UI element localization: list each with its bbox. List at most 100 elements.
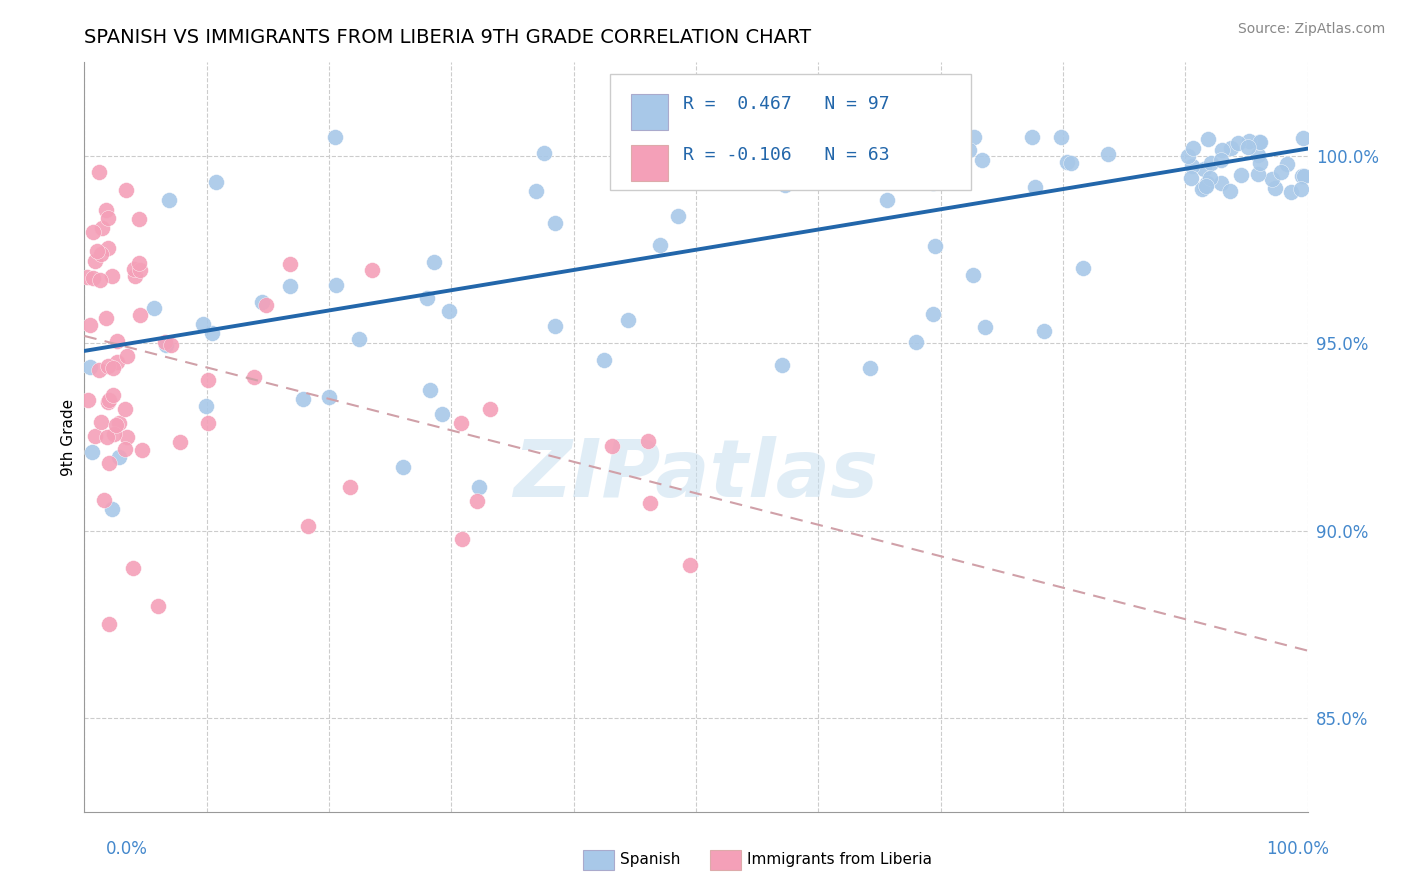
Point xyxy=(159,337,181,351)
Point xyxy=(84,428,107,442)
Point xyxy=(146,599,169,613)
Point xyxy=(1209,176,1232,190)
Point xyxy=(1097,147,1119,161)
Point xyxy=(1292,131,1315,145)
Point xyxy=(76,270,98,285)
Point xyxy=(1073,260,1095,275)
Point xyxy=(648,238,671,252)
Point xyxy=(478,401,501,416)
Point xyxy=(593,353,616,368)
Point xyxy=(905,335,928,350)
Point xyxy=(242,370,264,384)
Point xyxy=(423,255,446,269)
Point xyxy=(205,175,228,189)
Point xyxy=(115,349,138,363)
Point xyxy=(1209,153,1232,167)
Point xyxy=(201,326,224,340)
Point xyxy=(108,450,131,464)
Point xyxy=(1060,156,1083,170)
Point xyxy=(297,518,319,533)
Point xyxy=(679,558,702,573)
Point xyxy=(89,272,111,286)
Point xyxy=(1024,180,1046,194)
Point xyxy=(105,334,128,348)
Point xyxy=(292,392,315,406)
Point xyxy=(524,184,547,198)
Point xyxy=(97,617,120,632)
Point xyxy=(1177,149,1199,163)
Point xyxy=(666,210,689,224)
Point xyxy=(1292,169,1315,183)
Point xyxy=(770,359,793,373)
Point xyxy=(197,416,219,430)
Point xyxy=(1227,136,1250,151)
Point xyxy=(851,130,873,145)
Text: 100.0%: 100.0% xyxy=(1265,840,1329,858)
Point xyxy=(1279,185,1302,199)
Point xyxy=(638,496,661,510)
Point xyxy=(79,318,101,332)
Point xyxy=(617,313,640,327)
Point xyxy=(129,263,152,277)
Point xyxy=(131,443,153,458)
Point xyxy=(876,130,898,145)
Point xyxy=(759,130,782,145)
Point xyxy=(347,332,370,346)
Point xyxy=(775,149,797,163)
Point xyxy=(924,239,946,253)
Point xyxy=(84,253,107,268)
Point xyxy=(972,153,994,167)
Point xyxy=(87,165,110,179)
Point xyxy=(82,270,104,285)
Point xyxy=(1291,169,1313,184)
Point xyxy=(437,303,460,318)
Point xyxy=(103,388,125,402)
Point xyxy=(957,143,980,157)
Point xyxy=(97,211,120,225)
Point xyxy=(1197,176,1219,190)
Point xyxy=(602,438,624,452)
Y-axis label: 9th Grade: 9th Grade xyxy=(60,399,76,475)
Point xyxy=(157,193,180,207)
Point xyxy=(325,278,347,293)
Point xyxy=(96,430,118,444)
Point xyxy=(911,144,934,158)
Point xyxy=(419,383,441,397)
Point xyxy=(105,355,128,369)
Point xyxy=(1247,148,1270,162)
Point xyxy=(97,456,120,470)
Point xyxy=(1199,156,1222,170)
Text: Source: ZipAtlas.com: Source: ZipAtlas.com xyxy=(1237,22,1385,37)
Point xyxy=(1239,134,1261,148)
Point xyxy=(1194,161,1216,176)
Point xyxy=(962,268,984,283)
Point xyxy=(169,434,191,449)
Point xyxy=(1264,181,1286,195)
Point xyxy=(280,257,302,271)
Point xyxy=(1261,172,1284,186)
Point xyxy=(91,221,114,235)
Point xyxy=(94,202,117,217)
Point xyxy=(974,320,997,334)
Point xyxy=(197,373,219,387)
Text: 0.0%: 0.0% xyxy=(105,840,148,858)
Point xyxy=(1182,141,1205,155)
Point xyxy=(1249,135,1271,149)
Point xyxy=(124,268,146,283)
Point xyxy=(1194,179,1216,194)
Point xyxy=(636,169,658,183)
Point xyxy=(1275,157,1298,171)
Point xyxy=(77,392,100,407)
Point xyxy=(97,394,120,409)
Point xyxy=(922,177,945,191)
Point xyxy=(104,418,127,433)
Point xyxy=(533,146,555,161)
Point xyxy=(155,334,177,349)
Point xyxy=(1050,130,1073,145)
Point xyxy=(1270,165,1292,179)
Point xyxy=(128,308,150,322)
Point xyxy=(1191,181,1213,195)
Point xyxy=(392,459,415,474)
Point xyxy=(922,308,945,322)
Point xyxy=(128,212,150,227)
